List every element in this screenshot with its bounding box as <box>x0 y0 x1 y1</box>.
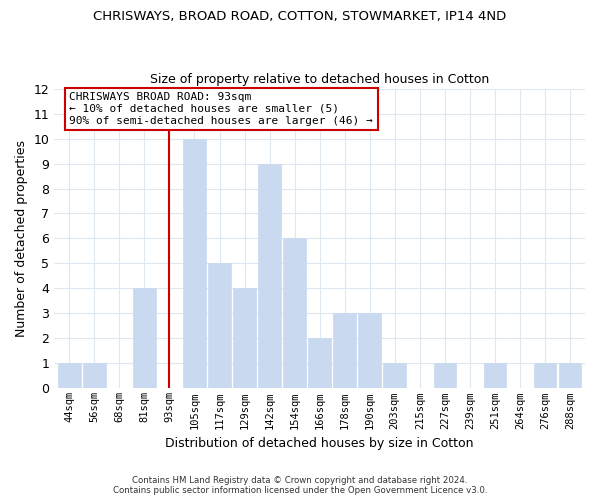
Bar <box>559 364 581 388</box>
Text: Contains HM Land Registry data © Crown copyright and database right 2024.
Contai: Contains HM Land Registry data © Crown c… <box>113 476 487 495</box>
Text: CHRISWAYS, BROAD ROAD, COTTON, STOWMARKET, IP14 4ND: CHRISWAYS, BROAD ROAD, COTTON, STOWMARKE… <box>94 10 506 23</box>
Y-axis label: Number of detached properties: Number of detached properties <box>15 140 28 337</box>
Bar <box>434 364 456 388</box>
Bar <box>308 338 331 388</box>
Bar <box>283 238 306 388</box>
X-axis label: Distribution of detached houses by size in Cotton: Distribution of detached houses by size … <box>166 437 474 450</box>
Bar <box>208 264 231 388</box>
Bar <box>183 138 206 388</box>
Bar <box>58 364 80 388</box>
Text: CHRISWAYS BROAD ROAD: 93sqm
← 10% of detached houses are smaller (5)
90% of semi: CHRISWAYS BROAD ROAD: 93sqm ← 10% of det… <box>70 92 373 126</box>
Bar <box>533 364 556 388</box>
Bar <box>83 364 106 388</box>
Bar <box>133 288 155 388</box>
Bar <box>358 314 381 388</box>
Bar <box>233 288 256 388</box>
Title: Size of property relative to detached houses in Cotton: Size of property relative to detached ho… <box>150 73 489 86</box>
Bar <box>484 364 506 388</box>
Bar <box>383 364 406 388</box>
Bar <box>334 314 356 388</box>
Bar <box>259 164 281 388</box>
